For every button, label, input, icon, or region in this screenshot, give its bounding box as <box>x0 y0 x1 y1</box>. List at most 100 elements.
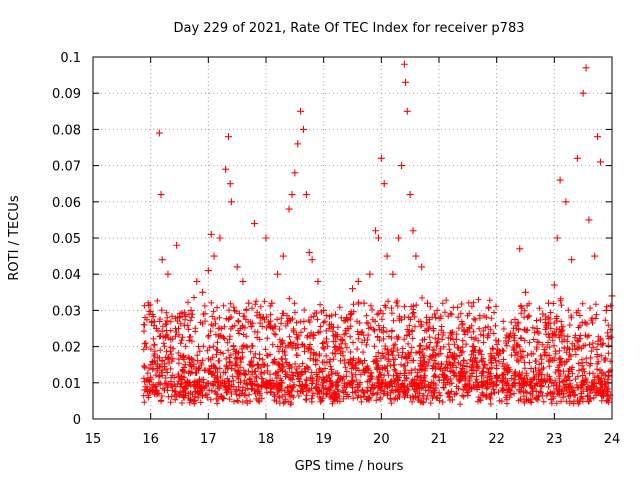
data-point <box>458 321 466 329</box>
data-point <box>305 248 313 256</box>
data-point <box>423 299 431 307</box>
data-point <box>504 386 512 394</box>
data-point <box>585 216 593 224</box>
y-tick-label: 0.07 <box>52 160 81 175</box>
data-point <box>187 306 195 314</box>
data-point <box>173 241 181 249</box>
data-point <box>268 299 276 307</box>
data-point <box>556 176 564 184</box>
data-point <box>349 285 356 293</box>
data-point <box>402 78 410 86</box>
x-tick-labels: 15 16 17 18 19 20 21 22 23 24 <box>85 432 621 447</box>
data-point <box>343 314 351 322</box>
chart-title: Day 229 of 2021, Rate Of TEC Index for r… <box>174 21 525 36</box>
data-point <box>429 325 437 332</box>
data-point <box>233 263 241 271</box>
data-point <box>516 245 524 253</box>
data-point <box>481 361 489 369</box>
data-point <box>594 133 602 141</box>
x-tick-label: 24 <box>604 432 621 447</box>
data-point <box>225 133 233 141</box>
data-point <box>157 191 165 199</box>
data-point <box>406 191 414 199</box>
data-points <box>141 60 616 394</box>
data-point <box>320 306 328 314</box>
data-point <box>256 314 264 322</box>
data-point <box>262 234 270 242</box>
data-point <box>596 158 604 166</box>
data-point <box>582 64 590 72</box>
data-point <box>568 256 576 264</box>
data-point <box>493 372 501 380</box>
y-tick-label: 0.1 <box>60 51 81 66</box>
data-point <box>279 252 287 260</box>
x-axis-label: GPS time / hours <box>295 459 404 474</box>
plot-frame <box>92 56 613 420</box>
x-tick-label: 20 <box>373 432 390 447</box>
data-point <box>374 234 382 242</box>
data-point <box>227 198 235 206</box>
data-point <box>158 256 166 264</box>
data-point <box>573 154 581 162</box>
y-tick-label: 0.02 <box>52 341 81 356</box>
data-point <box>222 165 230 173</box>
data-point <box>366 270 374 278</box>
data-point <box>193 277 201 285</box>
data-point <box>314 277 322 285</box>
data-point <box>181 361 189 369</box>
data-point <box>412 252 420 260</box>
data-point <box>435 350 443 358</box>
data-point <box>207 230 215 238</box>
x-tick-label: 21 <box>431 432 448 447</box>
y-tick-label: 0 <box>73 413 81 428</box>
data-point <box>164 270 172 278</box>
y-tick-label: 0.08 <box>52 123 81 138</box>
data-point <box>354 277 362 285</box>
data-point <box>400 60 408 68</box>
y-tick-label: 0.01 <box>52 377 81 392</box>
data-point <box>539 310 547 318</box>
data-point <box>403 107 411 115</box>
data-point <box>395 234 403 242</box>
data-point <box>380 180 388 188</box>
data-point <box>487 350 495 358</box>
data-point <box>553 234 561 242</box>
x-tick-label: 18 <box>258 432 275 447</box>
y-tick-labels: 0 0.01 0.02 0.03 0.04 0.05 0.06 0.07 0.08 0.09 0.1 <box>52 51 81 428</box>
data-point <box>550 281 558 289</box>
data-point <box>285 205 293 213</box>
data-point <box>147 375 155 383</box>
data-point <box>204 267 212 275</box>
x-tick-label: 23 <box>546 432 563 447</box>
data-point <box>383 252 391 260</box>
data-point <box>464 328 472 336</box>
data-point <box>510 372 518 380</box>
data-point <box>545 299 553 307</box>
data-point <box>470 343 478 351</box>
data-point <box>602 306 610 314</box>
data-point <box>199 288 207 296</box>
data-point <box>389 270 397 278</box>
data-point <box>325 321 333 329</box>
data-point <box>360 299 368 307</box>
data-point <box>294 140 302 148</box>
data-point <box>475 346 483 354</box>
data-point <box>579 89 587 97</box>
data-point <box>498 379 506 387</box>
data-point <box>418 263 426 271</box>
data-point <box>337 335 345 343</box>
x-tick-label: 19 <box>315 432 332 447</box>
x-tick-label: 22 <box>488 432 505 447</box>
data-point <box>210 252 218 260</box>
data-point <box>274 270 282 278</box>
data-point <box>141 386 149 394</box>
x-tick-label: 16 <box>142 432 159 447</box>
x-tick-label: 17 <box>200 432 217 447</box>
data-point <box>302 191 310 199</box>
data-point <box>291 169 299 177</box>
data-point <box>409 227 417 235</box>
data-point <box>452 335 460 343</box>
data-point <box>155 129 163 137</box>
y-tick-label: 0.09 <box>52 87 81 102</box>
